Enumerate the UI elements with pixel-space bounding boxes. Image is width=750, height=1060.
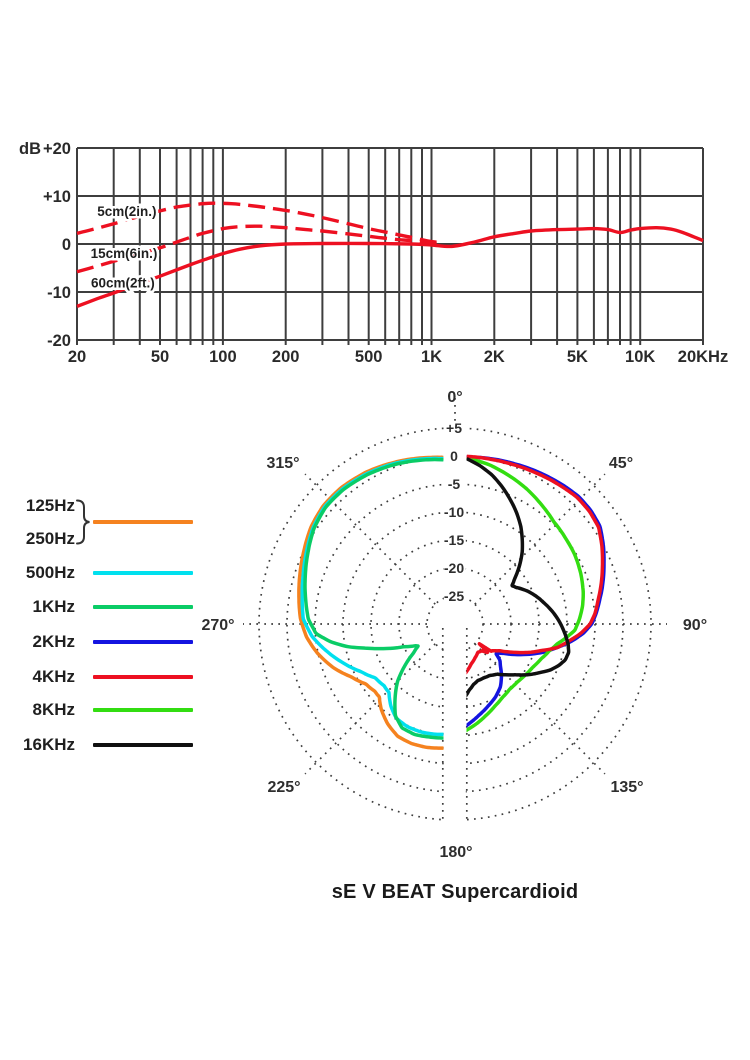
polar-angle-label-180: 180° bbox=[439, 844, 472, 861]
legend-swatch-16khz bbox=[93, 743, 193, 747]
fr-x-tick-label: 200 bbox=[272, 348, 300, 366]
polar-curve-125hz-250hz bbox=[297, 455, 444, 750]
fr-x-tick-label: 100 bbox=[209, 348, 237, 366]
polar-angle-label-135: 135° bbox=[610, 779, 643, 796]
polar-db-label--15: -15 bbox=[444, 532, 464, 548]
legend-label-4khz: 4KHz bbox=[32, 667, 75, 686]
polar-curve-16khz bbox=[466, 457, 571, 698]
polar-curve-4khz bbox=[466, 454, 605, 675]
legend-label-2khz: 2KHz bbox=[32, 632, 75, 651]
polar-curve-8khz bbox=[466, 456, 585, 733]
fr-x-tick-label: 20KHz bbox=[678, 348, 728, 366]
polar-radial-225 bbox=[315, 643, 436, 764]
fr-x-tick-label: 5K bbox=[567, 348, 588, 366]
polar-gap-band bbox=[443, 624, 466, 822]
legend-label-500hz: 500Hz bbox=[25, 563, 75, 582]
fr-y-tick-label: +10 bbox=[43, 188, 71, 206]
fr-x-tick-label: 10K bbox=[625, 348, 655, 366]
fr-y-tick-label: 0 bbox=[62, 236, 71, 254]
fr-y-tick-label: +20 bbox=[43, 140, 71, 158]
fr-curve-60cm-2ft bbox=[76, 225, 704, 308]
polar-angle-label-45: 45° bbox=[609, 455, 633, 472]
legend-label-8khz: 8KHz bbox=[32, 700, 75, 719]
polar-angle-label-270: 270° bbox=[201, 617, 234, 634]
polar-radial-ext-225 bbox=[304, 762, 317, 775]
chart-title: sE V BEAT Supercardioid bbox=[331, 881, 579, 903]
legend-swatch-2khz bbox=[93, 640, 193, 644]
legend-label-125hz: 125Hz bbox=[25, 496, 75, 515]
polar-db-label--20: -20 bbox=[444, 560, 464, 576]
fr-x-tick-label: 500 bbox=[355, 348, 383, 366]
polar-db-label--10: -10 bbox=[444, 504, 464, 520]
fr-x-tick-label: 2K bbox=[484, 348, 505, 366]
polar-db-label-0: 0 bbox=[450, 448, 458, 464]
polar-radial-315 bbox=[315, 484, 436, 605]
polar-radial-ext-45 bbox=[593, 473, 606, 486]
legend-label-16khz: 16KHz bbox=[23, 735, 75, 754]
polar-db-label-5: +5 bbox=[446, 420, 462, 436]
legend-brace-icon bbox=[76, 499, 90, 545]
fr-curve-label-5cm-2in: 5cm(2in.) bbox=[97, 204, 156, 219]
fr-curve-5cm-2in bbox=[76, 201, 445, 245]
polar-radial-ext-135 bbox=[593, 762, 606, 775]
polar-label-band bbox=[443, 426, 466, 624]
polar-angle-label-315: 315° bbox=[266, 455, 299, 472]
fr-y-tick-label: -20 bbox=[47, 332, 71, 350]
polar-radial-ext-315 bbox=[304, 473, 317, 486]
fr-x-tick-label: 50 bbox=[151, 348, 169, 366]
polar-db-label--5: -5 bbox=[448, 476, 461, 492]
legend-swatch-500hz bbox=[93, 571, 193, 575]
polar-legend: 125Hz 250Hz 500Hz 1KHz 2KHz 4KHz 8KHz 16… bbox=[0, 0, 230, 1060]
fr-curve-15cm-6in bbox=[76, 224, 445, 274]
fr-y-axis-label: dB bbox=[19, 140, 41, 158]
fr-curve-label-60cm-2ft: 60cm(2ft.) bbox=[91, 275, 155, 290]
polar-angle-label-0: 0° bbox=[447, 389, 462, 406]
legend-swatch-8khz bbox=[93, 708, 193, 712]
fr-y-tick-label: -10 bbox=[47, 284, 71, 302]
polar-radial-45 bbox=[474, 484, 595, 605]
polar-radial-135 bbox=[474, 643, 595, 764]
legend-swatch-4khz bbox=[93, 675, 193, 679]
legend-swatch-125-250hz bbox=[93, 520, 193, 524]
fr-x-tick-label: 1K bbox=[421, 348, 442, 366]
polar-db-label--25: -25 bbox=[444, 588, 464, 604]
fr-x-tick-label: 20 bbox=[68, 348, 86, 366]
legend-label-1khz: 1KHz bbox=[32, 597, 75, 616]
legend-swatch-1khz bbox=[93, 605, 193, 609]
polar-curve-1khz bbox=[303, 457, 444, 740]
polar-angle-label-90: 90° bbox=[683, 617, 707, 634]
polar-ring-5db bbox=[258, 427, 652, 821]
polar-angle-label-225: 225° bbox=[267, 779, 300, 796]
legend-label-250hz: 250Hz bbox=[25, 529, 75, 548]
fr-curve-label-15cm-6in: 15cm(6in.) bbox=[91, 246, 158, 261]
